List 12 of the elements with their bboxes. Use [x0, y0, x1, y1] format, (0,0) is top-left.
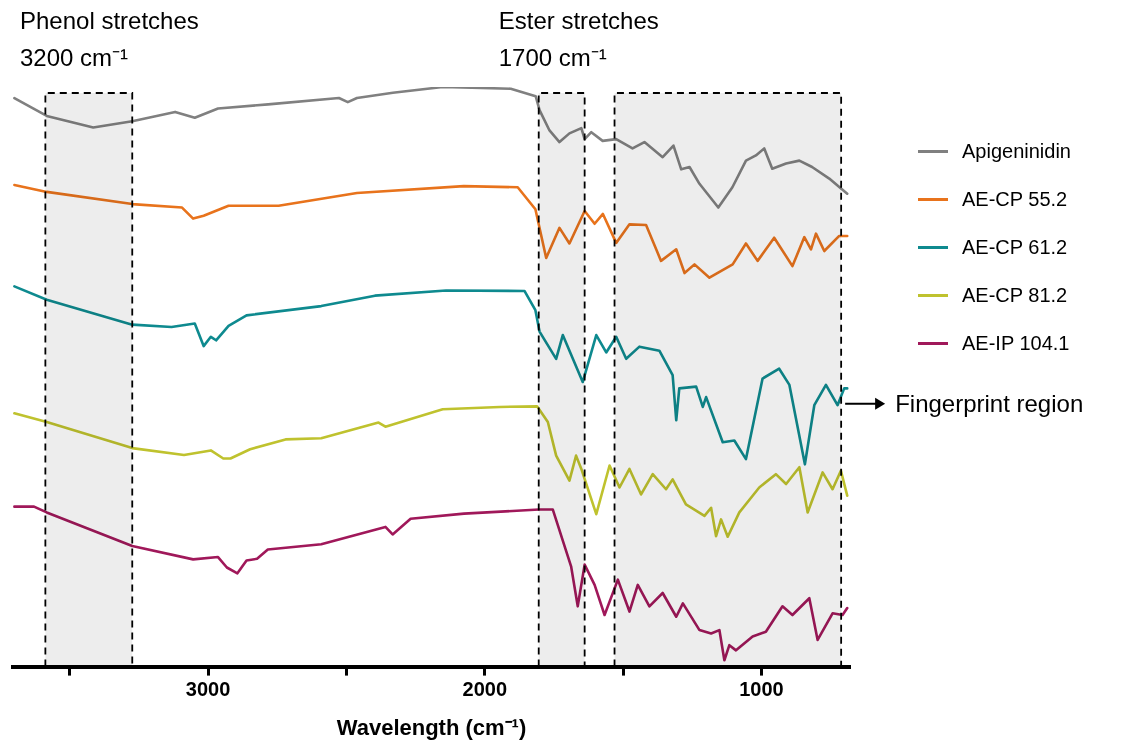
legend-label: AE-CP 55.2 [962, 187, 1068, 211]
legend-label: AE-CP 61.2 [962, 235, 1068, 259]
band-label: Ester stretches 1700 cm⁻¹ [498, 7, 659, 71]
band-label: Phenol stretches 3200 cm⁻¹ [20, 7, 199, 71]
x-tick-label: 1000 [739, 678, 784, 701]
x-tick-label: 2000 [462, 678, 508, 701]
x-axis-title: Wavelength (cm⁻¹) [336, 714, 527, 740]
legend-label: AE-IP 104.1 [962, 331, 1070, 355]
x-tick-label: 3000 [185, 678, 231, 701]
legend-label: AE-CP 81.2 [962, 283, 1068, 307]
legend-label: Apigeninidin [962, 139, 1071, 163]
band-label: Fingerprint region [895, 389, 1084, 417]
